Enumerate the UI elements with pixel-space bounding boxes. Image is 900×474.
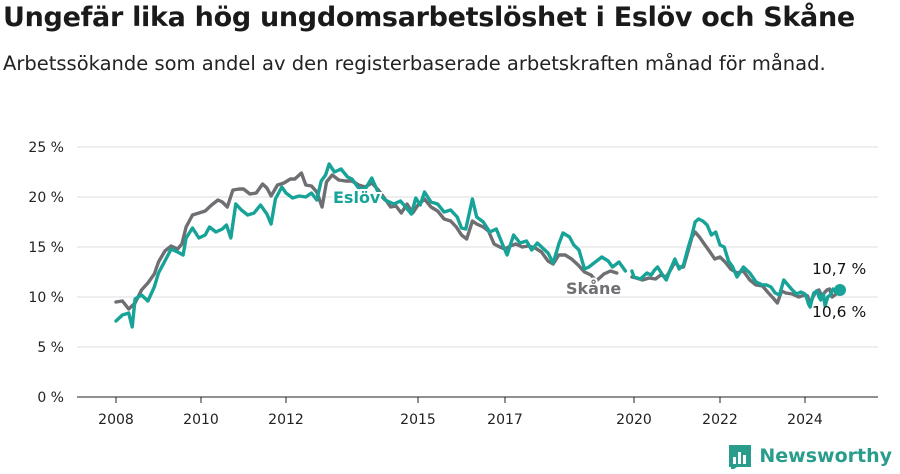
end-value-skane: 10,6 %: [812, 303, 866, 321]
series-label-eslov: Eslöv: [333, 188, 381, 207]
y-tick-label: 20 %: [28, 190, 64, 206]
end-point-marker: [834, 284, 846, 296]
x-tick-label: 2015: [400, 412, 436, 428]
series-labels: Eslöv Skåne 10,7 % 10,6 %: [331, 186, 866, 321]
x-tick-label: 2024: [787, 412, 823, 428]
y-tick-label: 5 %: [37, 340, 64, 356]
x-tick-label: 2012: [268, 412, 304, 428]
x-tick-label: 2008: [98, 412, 134, 428]
y-tick-label: 0 %: [37, 390, 64, 406]
brand-name: Newsworthy: [759, 445, 892, 467]
y-tick-label: 25 %: [28, 140, 64, 156]
series-line-eslov: [114, 162, 842, 329]
x-tick-label: 2017: [487, 412, 523, 428]
y-axis-ticks: 0 % 5 % 10 % 15 % 20 % 25 %: [28, 140, 64, 406]
series-line-skane: [114, 171, 842, 311]
series-label-skane: Skåne: [566, 279, 621, 298]
newsworthy-brand: Newsworthy: [727, 443, 892, 469]
grid-lines: [77, 146, 878, 398]
x-tick-label: 2010: [183, 412, 219, 428]
y-tick-label: 10 %: [28, 290, 64, 306]
chart-subtitle: Arbetssökande som andel av den registerb…: [3, 52, 826, 75]
y-tick-label: 15 %: [28, 240, 64, 256]
chart-title: Ungefär lika hög ungdomsarbetslöshet i E…: [3, 2, 855, 33]
x-tick-label: 2022: [702, 412, 738, 428]
end-value-eslov: 10,7 %: [812, 260, 866, 278]
series-lines: [114, 162, 846, 329]
x-axis-ticks: 2008 2010 2012 2015 2017 2020 2022 2024: [98, 397, 823, 428]
bar-chart-logo-icon: [729, 445, 752, 469]
x-tick-label: 2020: [616, 412, 652, 428]
